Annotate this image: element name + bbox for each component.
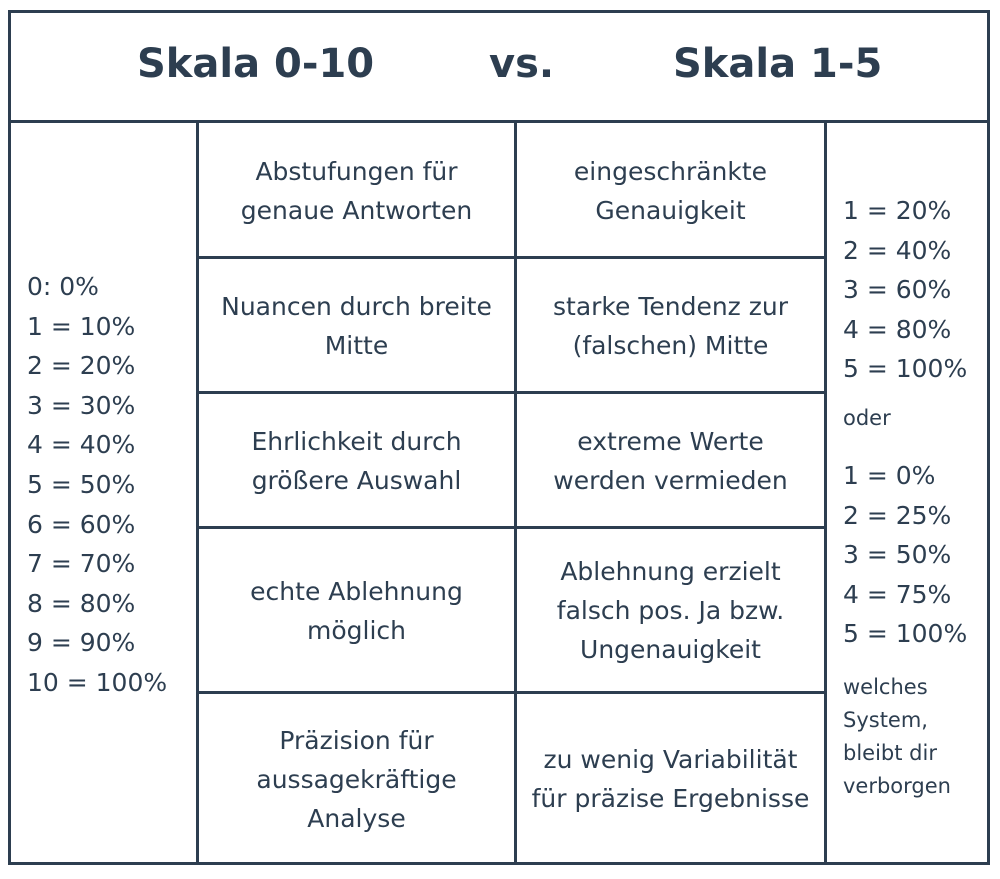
scale-1-5-list-a: 1 = 20% 2 = 40% 3 = 60% 4 = 80% 5 = 100%: [843, 191, 967, 389]
scale-0-10-title: Skala 0-10: [137, 41, 375, 87]
pro-cell: Abstufungen für genaue Antworten: [240, 156, 473, 225]
list-item: 1 = 10%: [27, 311, 136, 341]
pros-cons-grid: Abstufungen für genaue Antworten eingesc…: [199, 123, 824, 865]
row-divider: [199, 691, 824, 694]
con-cell: zu wenig Variabilität für präzise Ergebn…: [531, 745, 810, 813]
versus-label: vs.: [489, 41, 555, 87]
list-item: 8 = 80%: [27, 588, 136, 618]
row-divider: [199, 256, 824, 259]
scale-1-5-list-b: 1 = 0% 2 = 25% 3 = 50% 4 = 75% 5 = 100%: [843, 456, 967, 654]
con-cell: extreme Werte werden vermieden: [553, 426, 788, 495]
row-divider: [199, 526, 824, 529]
list-item: 4 = 40%: [27, 430, 136, 460]
pro-cell: Präzision für aussagekräftige Analyse: [256, 725, 457, 833]
list-item: 6 = 60%: [27, 509, 136, 539]
list-item: 3 = 30%: [27, 390, 136, 420]
list-item: 5 = 50%: [27, 469, 136, 499]
column-divider: [514, 123, 517, 865]
system-note: welches System, bleibt dir verborgen: [843, 675, 951, 798]
scale-0-10-list: 0: 0% 1 = 10% 2 = 20% 3 = 30% 4 = 40% 5 …: [27, 267, 167, 703]
list-item: 4 = 75%: [843, 579, 952, 609]
scale-1-5-column: 1 = 20% 2 = 40% 3 = 60% 4 = 80% 5 = 100%…: [824, 123, 987, 865]
list-item: 4 = 80%: [843, 314, 952, 344]
or-label: oder: [843, 406, 891, 430]
list-item: 2 = 40%: [843, 235, 952, 265]
comparison-table: Skala 0-10 vs. Skala 1-5 0: 0% 1 = 10% 2…: [8, 10, 990, 865]
list-item: 10 = 100%: [27, 667, 168, 697]
list-item: 1 = 0%: [843, 461, 936, 490]
list-item: 2 = 25%: [843, 500, 952, 530]
scale-0-10-column: 0: 0% 1 = 10% 2 = 20% 3 = 30% 4 = 40% 5 …: [11, 123, 199, 865]
con-cell: Ablehnung erzielt falsch pos. Ja bzw. Un…: [556, 557, 785, 664]
list-item: 7 = 70%: [27, 549, 136, 579]
row-divider: [199, 391, 824, 394]
list-item: 1 = 20%: [843, 196, 952, 225]
list-item: 3 = 60%: [843, 275, 952, 305]
con-cell: starke Tendenz zur (falschen) Mitte: [553, 291, 788, 360]
pro-cell: Nuancen durch breite Mitte: [221, 291, 492, 360]
con-cell: eingeschränkte Genauigkeit: [573, 156, 768, 225]
list-item: 3 = 50%: [843, 540, 952, 570]
table-header: Skala 0-10 vs. Skala 1-5: [11, 13, 987, 123]
list-item: 5 = 100%: [843, 619, 968, 649]
pro-cell: Ehrlichkeit durch größere Auswahl: [251, 426, 462, 495]
pro-cell: echte Ablehnung möglich: [250, 576, 463, 645]
list-item: 9 = 90%: [27, 628, 136, 658]
scale-1-5-title: Skala 1-5: [673, 41, 883, 87]
list-item: 0: 0%: [27, 272, 99, 301]
list-item: 2 = 20%: [27, 351, 136, 381]
list-item: 5 = 100%: [843, 354, 968, 384]
